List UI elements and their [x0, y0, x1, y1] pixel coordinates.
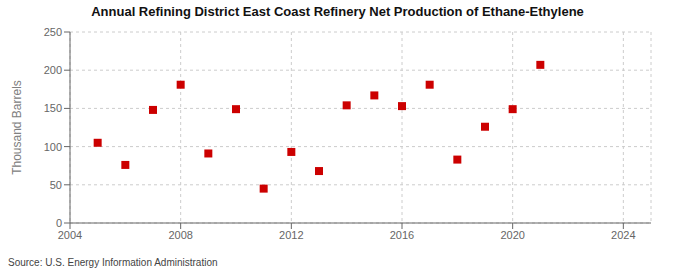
- svg-text:Thousand Barrels: Thousand Barrels: [10, 80, 24, 175]
- svg-text:50: 50: [50, 179, 62, 191]
- svg-text:150: 150: [44, 102, 62, 114]
- svg-text:2024: 2024: [611, 229, 635, 241]
- svg-text:100: 100: [44, 141, 62, 153]
- svg-text:2012: 2012: [279, 229, 303, 241]
- svg-text:250: 250: [44, 26, 62, 38]
- html-text:Source: U.S. Energy Informatio: Source: U.S. Energy Information Administ…: [8, 257, 218, 268]
- svg-text:0: 0: [56, 217, 62, 229]
- svg-text:2004: 2004: [58, 229, 82, 241]
- svg-text:200: 200: [44, 64, 62, 76]
- svg-text:2020: 2020: [500, 229, 524, 241]
- svg-text:2008: 2008: [168, 229, 192, 241]
- html-text:Annual Refining District East: Annual Refining District East Coast Refi…: [91, 4, 584, 19]
- svg-text:2016: 2016: [390, 229, 414, 241]
